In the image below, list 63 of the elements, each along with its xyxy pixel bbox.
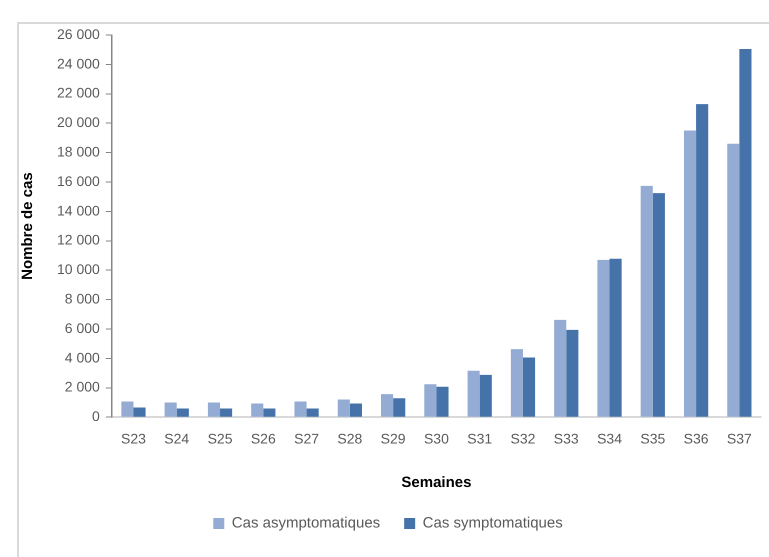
bar [610, 258, 622, 417]
x-tick-label: S29 [380, 430, 406, 446]
x-tick-label: S30 [424, 430, 450, 446]
bar [727, 144, 740, 417]
y-axis-title: Nombre de cas [19, 172, 36, 280]
bar [208, 402, 220, 417]
bar [220, 408, 232, 417]
bar [566, 330, 578, 417]
x-tick-label: S36 [684, 430, 709, 446]
bar [176, 408, 189, 417]
bar [251, 404, 264, 417]
x-tick-label: S33 [554, 430, 579, 446]
x-tick-label: S23 [121, 430, 146, 446]
y-tick-label: 16 000 [56, 172, 100, 189]
bar [381, 394, 394, 417]
bar [739, 48, 752, 417]
y-tick-label: 20 000 [56, 114, 100, 130]
bar [640, 186, 653, 417]
x-axis-title: Semaines [401, 474, 472, 492]
bar [338, 400, 350, 417]
bar [597, 260, 610, 417]
bar [510, 349, 523, 417]
x-tick-label: S32 [510, 430, 536, 446]
bar [696, 104, 708, 417]
y-tick-label: 2 000 [64, 378, 100, 395]
bar [393, 398, 406, 417]
bar [133, 408, 146, 417]
x-tick-label: S26 [250, 430, 276, 446]
y-tick-label: 6 000 [64, 320, 100, 336]
x-tick-label: S27 [294, 430, 320, 446]
bar [121, 401, 134, 417]
bar [468, 370, 480, 417]
y-tick-label: 18 000 [56, 143, 100, 160]
bar [164, 402, 177, 417]
y-tick-label: 26 000 [56, 26, 100, 42]
y-tick-label: 10 000 [56, 261, 100, 278]
y-tick-label: 4 000 [64, 349, 100, 366]
y-tick-label: 0 [92, 408, 100, 424]
x-tick-label: S35 [640, 430, 666, 446]
bar [294, 401, 307, 417]
y-tick-label: 24 000 [56, 55, 100, 72]
x-tick-label: S28 [337, 430, 363, 446]
bar [424, 384, 436, 417]
bar [480, 374, 492, 417]
y-tick-label: 14 000 [56, 202, 100, 218]
y-tick-label: 8 000 [64, 290, 100, 306]
bar [522, 358, 536, 417]
x-tick-label: S34 [597, 430, 622, 446]
bar [350, 404, 362, 417]
bar [554, 320, 566, 417]
bar [436, 386, 449, 417]
legend-label: Cas asymptomatiques [232, 514, 380, 532]
bar [652, 193, 665, 417]
x-tick-label: S25 [208, 430, 233, 446]
y-tick-label: 12 000 [56, 232, 100, 248]
bar [306, 408, 319, 417]
legend-label: Cas symptomatiques [422, 514, 563, 532]
bar [263, 408, 276, 417]
bar [684, 130, 696, 417]
x-tick-label: S37 [726, 430, 752, 446]
y-tick-label: 22 000 [56, 84, 100, 101]
x-tick-label: S24 [164, 430, 190, 446]
x-tick-label: S31 [467, 430, 492, 446]
